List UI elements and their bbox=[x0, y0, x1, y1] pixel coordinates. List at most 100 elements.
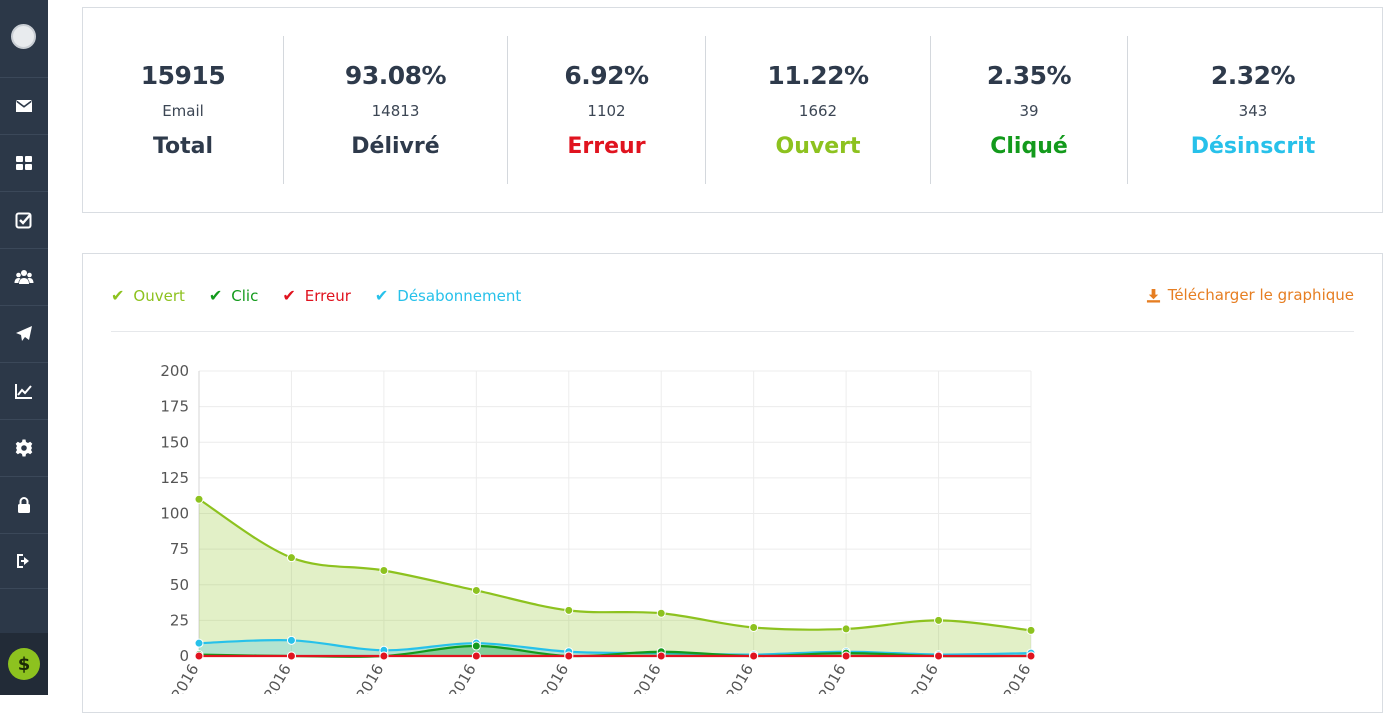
data-point bbox=[194, 651, 204, 661]
stat-sub: Email bbox=[162, 102, 204, 120]
series-line bbox=[198, 498, 1032, 632]
stat-label: Cliqué bbox=[990, 134, 1068, 159]
sidebar: $ bbox=[0, 0, 48, 695]
avatar[interactable] bbox=[11, 24, 36, 49]
stat-opened: 11.22% 1662 Ouvert bbox=[705, 36, 930, 184]
data-point bbox=[471, 641, 481, 651]
y-tick-label: 75 bbox=[170, 540, 189, 558]
data-point bbox=[1026, 625, 1036, 635]
stat-value: 2.35% bbox=[986, 61, 1072, 90]
stat-clicked: 2.35% 39 Cliqué bbox=[930, 36, 1127, 184]
sidebar-item-contacts[interactable] bbox=[0, 248, 48, 304]
x-tick-label: 2016 bbox=[260, 661, 295, 694]
data-point bbox=[841, 624, 851, 634]
check-icon: ✔ bbox=[208, 286, 223, 305]
paper-plane-icon bbox=[16, 325, 32, 341]
legend-item-unsubscribe[interactable]: ✔ Désabonnement bbox=[375, 286, 521, 305]
stat-label: Ouvert bbox=[775, 134, 861, 159]
stat-label: Délivré bbox=[351, 134, 440, 159]
chart-card: ✔ Ouvert ✔ Clic ✔ Erreur ✔ Désabonnement… bbox=[82, 253, 1383, 713]
chart-legend: ✔ Ouvert ✔ Clic ✔ Erreur ✔ Désabonnement bbox=[111, 286, 521, 305]
data-point bbox=[471, 651, 481, 661]
data-point bbox=[564, 651, 574, 661]
data-point bbox=[656, 651, 666, 661]
stat-delivered: 93.08% 14813 Délivré bbox=[283, 36, 507, 184]
sidebar-item-dashboard[interactable] bbox=[0, 134, 48, 190]
lock-icon bbox=[18, 496, 30, 513]
stat-sub: 14813 bbox=[371, 102, 420, 120]
legend-item-click[interactable]: ✔ Clic bbox=[209, 286, 258, 305]
data-point bbox=[841, 651, 851, 661]
x-tick-label: 2016 bbox=[907, 661, 942, 694]
legend-label: Erreur bbox=[304, 286, 351, 305]
sidebar-item-campaigns[interactable] bbox=[0, 305, 48, 361]
data-point bbox=[286, 553, 296, 563]
stat-sub: 1662 bbox=[798, 102, 838, 120]
y-tick-label: 0 bbox=[179, 647, 189, 665]
sidebar-item-mail[interactable] bbox=[0, 77, 48, 133]
download-chart-link[interactable]: Télécharger le graphique bbox=[1146, 286, 1354, 304]
data-point bbox=[749, 651, 759, 661]
data-point bbox=[656, 608, 666, 618]
sidebar-item-logout[interactable] bbox=[0, 533, 48, 589]
stat-error: 6.92% 1102 Erreur bbox=[507, 36, 705, 184]
users-icon bbox=[14, 269, 34, 284]
y-tick-label: 175 bbox=[160, 398, 189, 416]
sidebar-item-settings[interactable] bbox=[0, 419, 48, 475]
x-tick-label: 2016 bbox=[445, 661, 480, 694]
stat-value: 2.32% bbox=[1210, 61, 1296, 90]
stat-value: 93.08% bbox=[344, 61, 447, 90]
logout-icon bbox=[17, 554, 29, 568]
stat-sub: 343 bbox=[1238, 102, 1268, 120]
sidebar-item-tasks[interactable] bbox=[0, 191, 48, 247]
stat-label: Total bbox=[152, 134, 214, 159]
x-tick-label: 2016 bbox=[1000, 661, 1035, 694]
y-tick-label: 150 bbox=[160, 433, 189, 451]
sidebar-item-stats[interactable] bbox=[0, 362, 48, 418]
stat-sub: 39 bbox=[1019, 102, 1039, 120]
legend-label: Clic bbox=[231, 286, 259, 305]
dashboard-icon bbox=[16, 155, 32, 170]
checkbox-icon bbox=[15, 212, 32, 228]
data-point bbox=[379, 651, 389, 661]
data-point bbox=[934, 651, 944, 661]
stats-summary-card: 15915 Email Total 93.08% 14813 Délivré 6… bbox=[82, 7, 1383, 213]
legend-item-opened[interactable]: ✔ Ouvert bbox=[111, 286, 185, 305]
check-icon: ✔ bbox=[374, 286, 389, 305]
data-point bbox=[1026, 651, 1036, 661]
billing-button[interactable]: $ bbox=[0, 633, 48, 695]
check-icon: ✔ bbox=[282, 286, 296, 305]
x-tick-label: 2016 bbox=[815, 661, 850, 694]
legend-label: Ouvert bbox=[133, 286, 185, 305]
stat-total: 15915 Email Total bbox=[83, 36, 283, 184]
x-tick-label: 2016 bbox=[630, 661, 665, 694]
stat-value: 11.22% bbox=[767, 61, 869, 90]
series-area bbox=[199, 499, 1031, 656]
check-icon: ✔ bbox=[111, 286, 125, 305]
data-point bbox=[194, 638, 204, 648]
data-point bbox=[286, 651, 296, 661]
legend-item-error[interactable]: ✔ Erreur bbox=[282, 286, 351, 305]
legend-label: Désabonnement bbox=[397, 286, 522, 305]
sidebar-item-security[interactable] bbox=[0, 476, 48, 532]
stat-value: 15915 bbox=[140, 61, 226, 90]
download-label: Télécharger le graphique bbox=[1167, 286, 1354, 304]
data-point bbox=[194, 494, 204, 504]
stat-unsubscribed: 2.32% 343 Désinscrit bbox=[1127, 36, 1378, 184]
stat-label: Désinscrit bbox=[1190, 134, 1316, 159]
x-tick-label: 2016 bbox=[722, 661, 757, 694]
envelope-icon bbox=[16, 99, 32, 112]
series-area bbox=[199, 640, 1031, 656]
data-point bbox=[471, 585, 481, 595]
download-icon bbox=[1146, 288, 1160, 303]
stat-sub: 1102 bbox=[587, 102, 626, 120]
data-point bbox=[934, 615, 944, 625]
series-line bbox=[198, 639, 1032, 656]
y-tick-label: 25 bbox=[170, 611, 189, 629]
dollar-icon: $ bbox=[8, 648, 40, 680]
x-tick-label: 2016 bbox=[538, 661, 573, 694]
y-tick-label: 125 bbox=[160, 469, 189, 487]
data-point bbox=[286, 635, 296, 645]
data-point bbox=[564, 605, 574, 615]
data-point bbox=[749, 623, 759, 632]
